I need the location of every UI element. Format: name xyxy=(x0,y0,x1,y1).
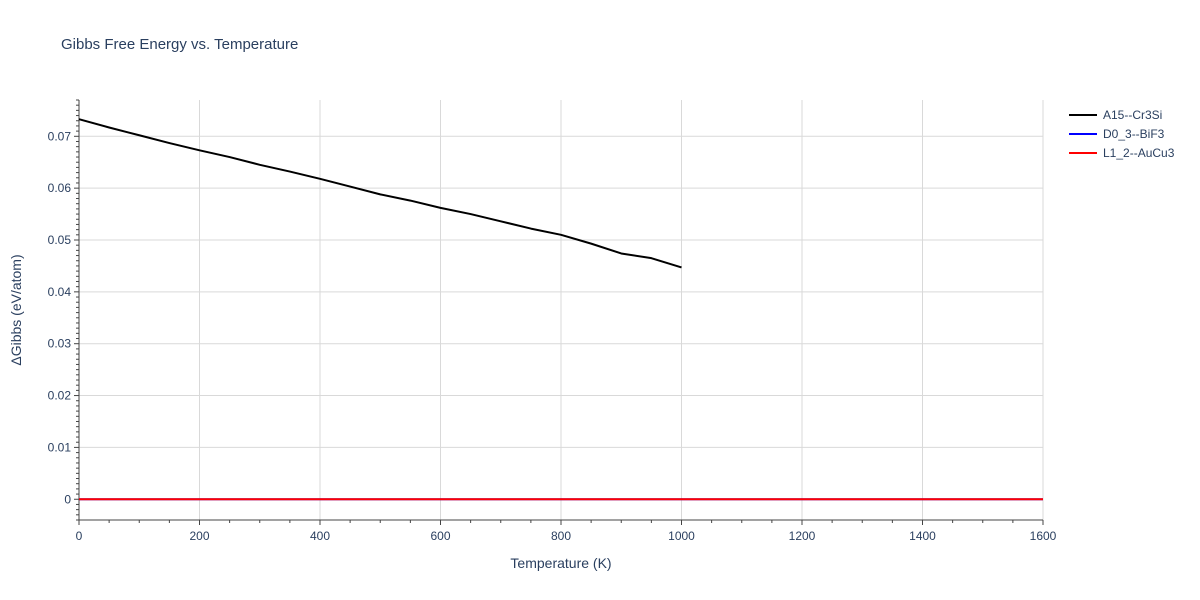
x-tick-label: 800 xyxy=(551,529,571,543)
legend-label: L1_2--AuCu3 xyxy=(1103,146,1175,160)
y-tick-label: 0.04 xyxy=(48,285,72,299)
legend-label: D0_3--BiF3 xyxy=(1103,127,1165,141)
x-tick-label: 1600 xyxy=(1030,529,1057,543)
y-tick-label: 0.06 xyxy=(48,181,72,195)
x-axis-title: Temperature (K) xyxy=(510,555,611,571)
y-tick-label: 0.07 xyxy=(48,129,72,143)
legend-label: A15--Cr3Si xyxy=(1103,108,1162,122)
y-tick-label: 0 xyxy=(64,492,71,506)
y-tick-label: 0.03 xyxy=(48,337,72,351)
y-tick-label: 0.01 xyxy=(48,440,72,454)
grid-lines xyxy=(79,100,1044,520)
series-layer xyxy=(78,118,1043,501)
x-tick-label: 600 xyxy=(430,529,450,543)
y-tick-label: 0.02 xyxy=(48,389,72,403)
y-tick-label: 0.05 xyxy=(48,233,72,247)
x-tick-label: 200 xyxy=(189,529,209,543)
x-tick-label: 1400 xyxy=(909,529,936,543)
x-tick-label: 1200 xyxy=(789,529,816,543)
y-axis-title: ΔGibbs (eV/atom) xyxy=(8,254,24,365)
chart-title: Gibbs Free Energy vs. Temperature xyxy=(61,36,299,53)
x-tick-label: 400 xyxy=(310,529,330,543)
series-line-a15-cr3si xyxy=(78,118,682,269)
x-tick-label: 1000 xyxy=(668,529,695,543)
legend: A15--Cr3Si D0_3--BiF3 L1_2--AuCu3 xyxy=(1069,108,1175,160)
axes: 0 200 400 600 800 1000 1200 1400 1600 0 0.01 0.02 0.… xyxy=(8,99,1057,571)
x-tick-label: 0 xyxy=(76,529,83,543)
